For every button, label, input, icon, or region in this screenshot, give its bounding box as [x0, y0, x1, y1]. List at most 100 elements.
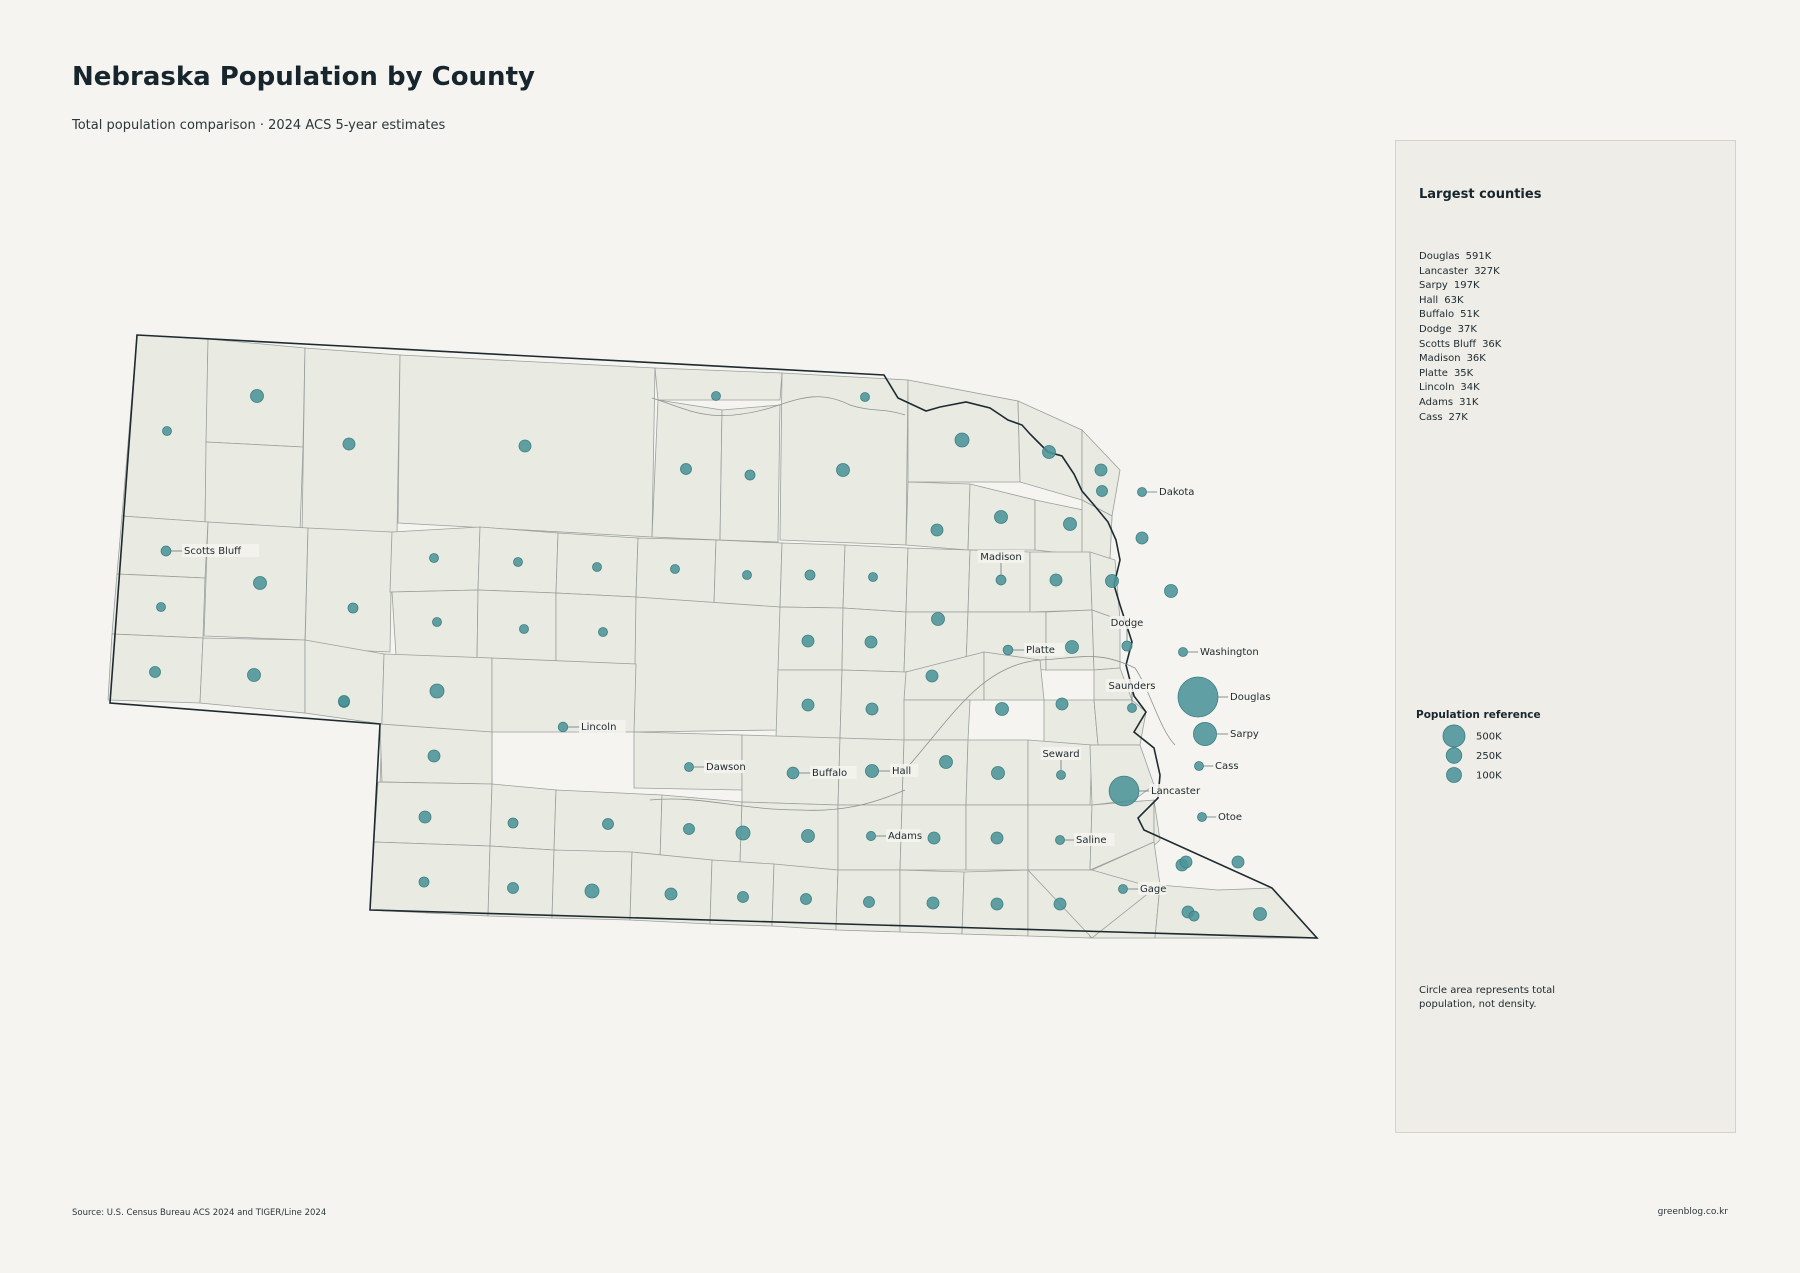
label-background: [704, 760, 745, 773]
county-scotts-bluff: Scotts Bluff: [160, 544, 260, 557]
ranking-county-name: Lancaster: [1419, 265, 1469, 277]
labeled-county-bubbles: Douglas Lancaster Sarpy Hall Buffalo Dodge Sco…: [160, 485, 1275, 895]
county-polygon: [905, 547, 971, 613]
label-dakota: Dakota: [1159, 487, 1194, 498]
bubble-hall: [865, 764, 879, 778]
bubble-sarpy: [1193, 722, 1217, 746]
county-bubble: [1065, 640, 1079, 654]
county-bubble: [735, 825, 751, 841]
ranking-county-value: 37K: [1457, 323, 1477, 335]
county-saline: Saline: [1055, 833, 1115, 846]
bubble-seward: [1056, 770, 1066, 780]
county-bubble: [939, 755, 953, 769]
county-bubble: [507, 817, 519, 829]
county-bubble: [418, 876, 430, 888]
ranking-item: Platte 35K: [1419, 367, 1501, 382]
legend-item: 100K: [1446, 767, 1502, 783]
county-bubble: [1105, 574, 1119, 588]
county-bubble: [1042, 445, 1056, 459]
county-bubble: [429, 553, 439, 563]
county-bubble: [156, 602, 166, 612]
county-bubble: [925, 669, 939, 683]
bubble-madison: [995, 574, 1007, 586]
largest-counties-list: Douglas 591K Lancaster 327K Sarpy 197K Hall 63K…: [1419, 250, 1501, 425]
bubble-scotts-bluff: [160, 545, 172, 557]
county-polygon: [1043, 699, 1099, 746]
county-polygon: [555, 592, 637, 665]
county-bubble: [664, 887, 678, 901]
county-bubble: [247, 668, 261, 682]
county-polygon: [1093, 699, 1147, 746]
label-madison: Madison: [980, 552, 1022, 563]
county-bubble: [1135, 531, 1149, 545]
legend-panel: Largest counties Douglas 591K Lancaster 327…: [1395, 140, 1736, 1133]
legend-label: 100K: [1476, 771, 1502, 782]
bubble-dodge: [1121, 640, 1133, 652]
county-bubble: [592, 562, 602, 572]
ranking-county-name: Dodge: [1419, 323, 1452, 335]
label-saline: Saline: [1076, 835, 1107, 846]
county-bubble: [598, 627, 608, 637]
legend-bubble: [1446, 767, 1462, 783]
county-bubble: [670, 564, 680, 574]
county-bubble: [1055, 697, 1069, 711]
county-polygon: [903, 699, 971, 741]
ranking-county-value: 51K: [1460, 309, 1480, 321]
bubble-platte: [1002, 644, 1014, 656]
county-bubble: [683, 823, 695, 835]
label-background: [1198, 645, 1263, 658]
county-bubble: [930, 523, 944, 537]
county-saunders: Saunders: [1105, 679, 1159, 713]
county-bubble: [680, 463, 692, 475]
unlabeled-county-bubbles: [149, 389, 1267, 922]
ranking-item: Cass 27K: [1419, 411, 1501, 426]
county-bubble: [804, 569, 816, 581]
label-background: [890, 764, 919, 777]
county-polygon: [373, 781, 493, 847]
county-bubble: [513, 557, 523, 567]
ranking-county-name: Platte: [1419, 367, 1448, 379]
county-bubble: [868, 572, 878, 582]
bubble-gage: [1118, 884, 1128, 894]
label-otoe: Otoe: [1218, 812, 1242, 823]
legend-label: 250K: [1476, 751, 1502, 762]
ranking-item: Hall 63K: [1419, 294, 1501, 309]
bubble-lincoln: [557, 721, 569, 733]
ranking-county-name: Adams: [1419, 396, 1454, 408]
ranking-county-value: 197K: [1453, 280, 1480, 292]
county-bubble: [1096, 485, 1108, 497]
label-background: [1024, 643, 1065, 656]
county-polygon: [204, 441, 304, 533]
ranking-county-value: 591K: [1465, 251, 1492, 262]
county-dodge: Dodge: [1109, 616, 1145, 652]
county-bubble: [926, 896, 940, 910]
bubble-saunders: [1127, 703, 1137, 713]
label-background: [1149, 784, 1208, 797]
label-background: [579, 720, 626, 733]
ranking-county-name: Madison: [1419, 353, 1461, 365]
county-buffalo: Buffalo: [786, 766, 857, 780]
county-bubble: [162, 426, 172, 436]
label-hall: Hall: [892, 766, 911, 777]
county-bubble: [518, 439, 532, 453]
label-background: [1228, 727, 1263, 740]
county-bubble: [338, 695, 350, 707]
state-outline: [109, 334, 1319, 939]
county-bubble: [250, 389, 264, 403]
label-background: [182, 544, 260, 557]
county-polygon: [304, 639, 385, 725]
county-dakota: Dakota: [1137, 485, 1198, 498]
county-bubble: [347, 602, 359, 614]
county-bubble: [863, 896, 875, 908]
county-bubble: [507, 882, 519, 894]
ranking-county-value: 36K: [1482, 338, 1502, 350]
ranking-item: Lancaster 327K: [1419, 265, 1501, 280]
county-bubble: [954, 432, 970, 448]
county-bubble: [742, 570, 752, 580]
label-scotts-bluff: Scotts Bluff: [184, 546, 242, 557]
label-background: [1040, 747, 1082, 760]
map-subtitle: Total population comparison · 2024 ACS 5…: [72, 118, 446, 133]
ranking-county-name: Hall: [1419, 294, 1439, 306]
ranking-county-value: 27K: [1448, 411, 1468, 423]
county-douglas: Douglas: [1177, 676, 1275, 718]
